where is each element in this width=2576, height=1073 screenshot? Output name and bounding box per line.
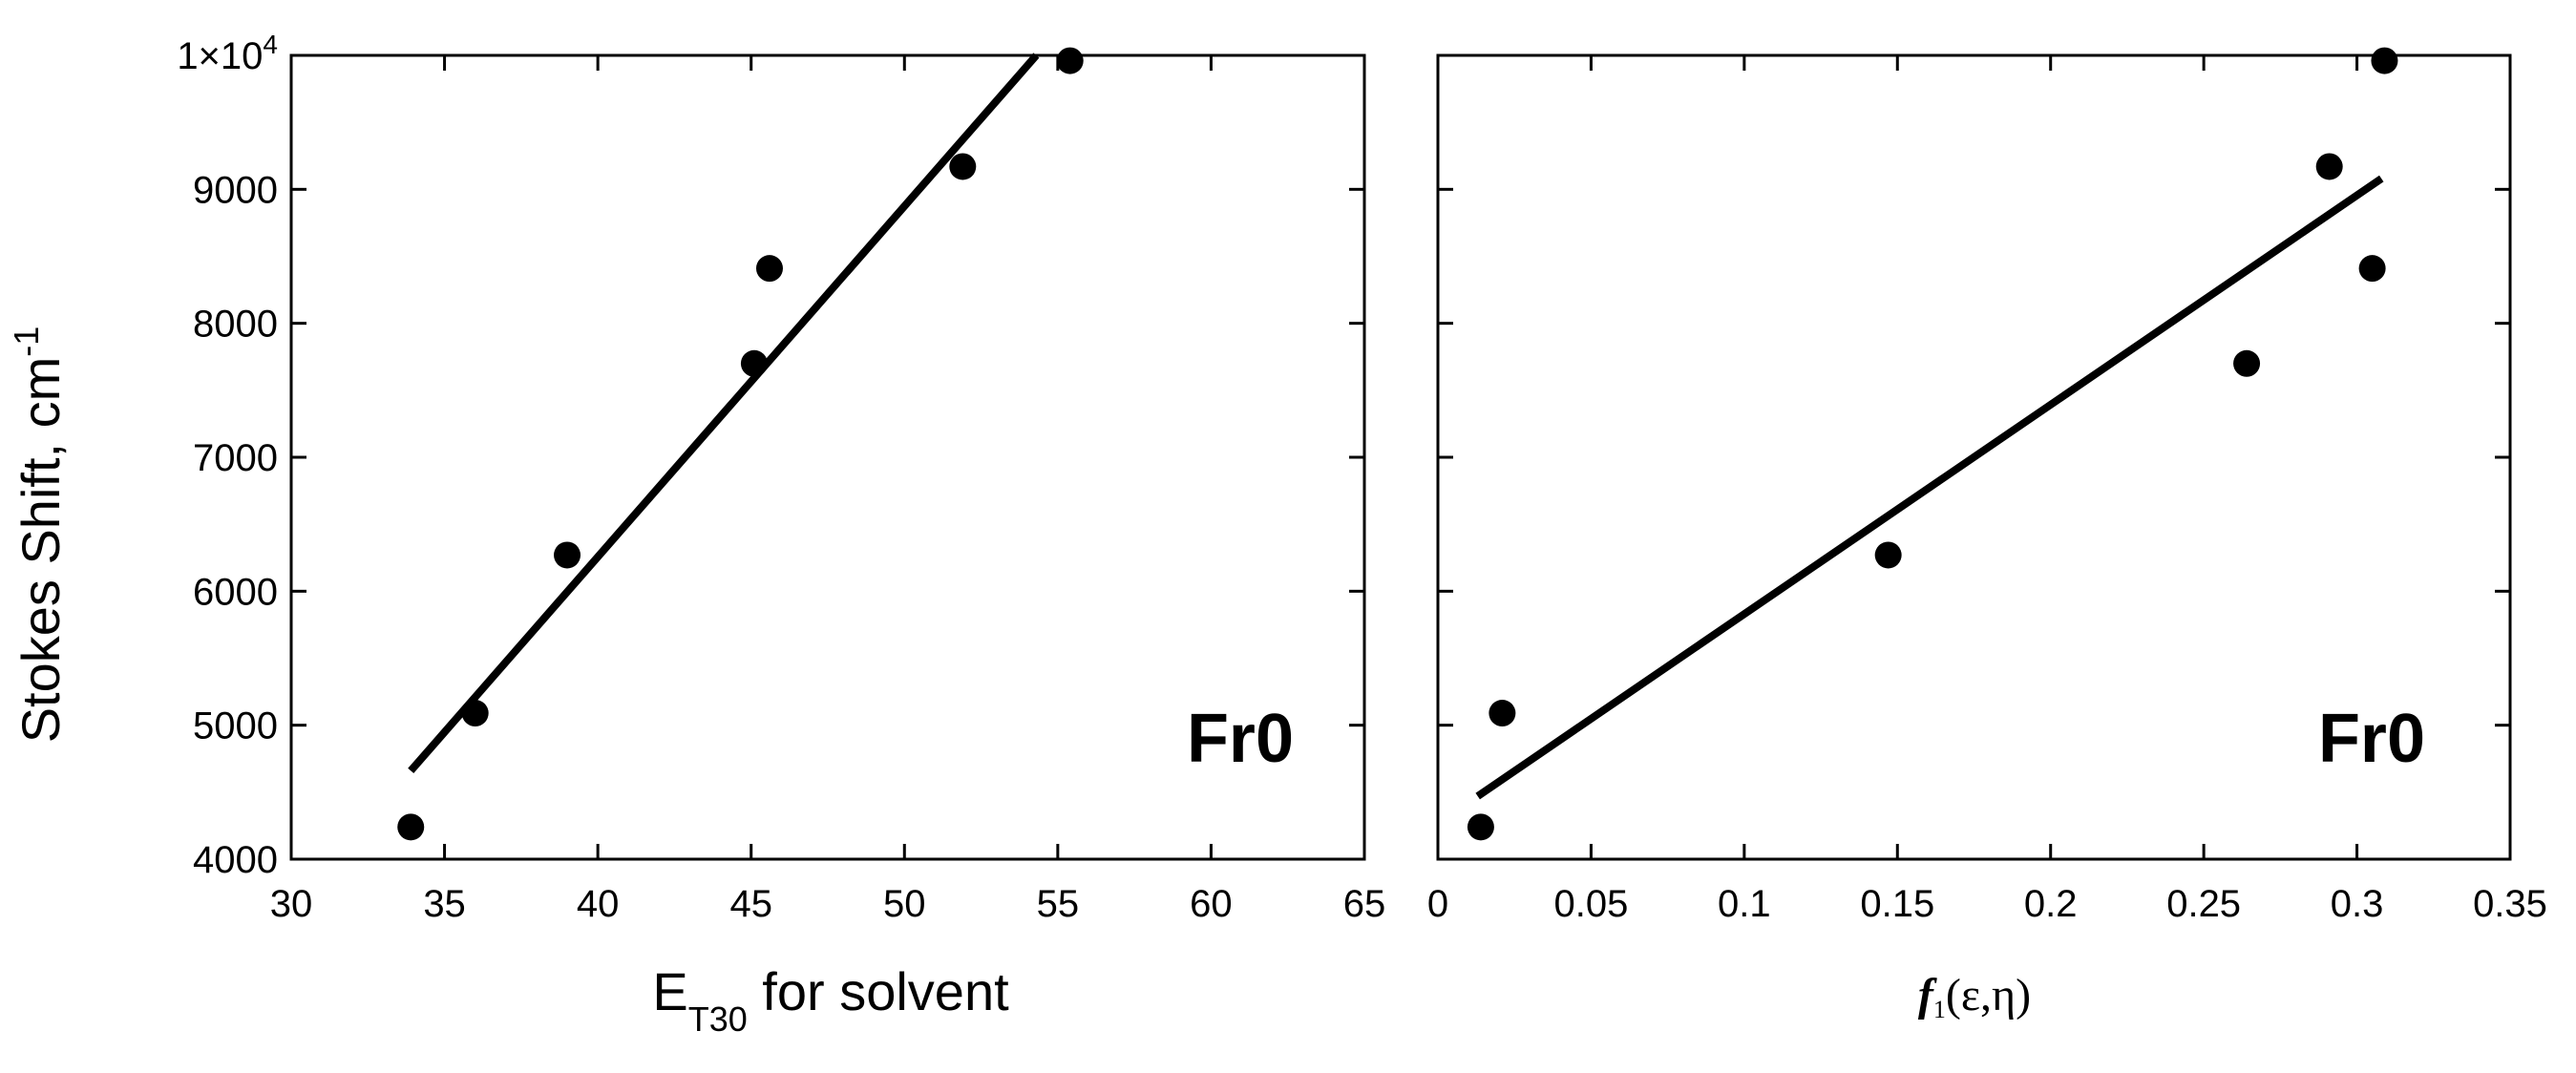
right-data-point [1874,541,1902,569]
left-data-point [740,349,768,377]
left-data-point [949,153,977,180]
left-x-tick-label: 65 [1343,883,1386,925]
right-x-tick-label: 0 [1427,883,1448,925]
left-chart-panel: 30 35 40 45 50 55 60 65 4000 5000 6000 7000 8000 900… [177,30,1385,1039]
right-data-point [2358,255,2386,283]
left-x-tick-label: 60 [1190,883,1233,925]
right-data-point [1489,700,1516,727]
left-data-points [397,47,1084,841]
left-y-tick-label: 5000 [193,705,278,747]
right-x-tick-label: 0.2 [2024,883,2078,925]
left-x-tick-label: 50 [883,883,926,925]
left-y-tick-labels: 4000 5000 6000 7000 8000 9000 [193,169,278,881]
left-x-tick-labels: 30 35 40 45 50 55 60 65 [270,883,1386,925]
left-data-point [461,700,489,727]
right-x-tick-label: 0.05 [1553,883,1628,925]
right-x-tick-label: 0.35 [2473,883,2547,925]
right-x-tick-labels: 0 0.05 0.1 0.15 0.2 0.25 0.3 0.35 [1427,883,2547,925]
left-y-tick-label: 7000 [193,437,278,479]
left-y-tick-label: 4000 [193,839,278,881]
y-axis-title: Stokes Shift, cm-1 [7,326,71,744]
right-panel-label: Fr0 [2318,701,2425,777]
left-x-tick-label: 30 [270,883,313,925]
left-y-tick-label: 6000 [193,571,278,613]
right-x-tick-label: 0.15 [1860,883,1934,925]
left-data-point [1056,47,1084,74]
right-data-point [2371,47,2398,74]
left-y-tick-label: 9000 [193,169,278,211]
left-x-axis-title: ET30 for solvent [652,961,1009,1039]
right-data-point [1467,813,1494,841]
left-data-point [755,255,783,283]
right-x-axis-title: f1(ε,η) [1918,970,2031,1023]
left-y-top-tick-label: 1×104 [177,30,278,77]
right-chart-panel: 0 0.05 0.1 0.15 0.2 0.25 0.3 0.35 Fr0 f1(ε,η) [1427,47,2547,1023]
left-data-point [554,541,581,569]
right-x-tick-label: 0.25 [2166,883,2241,925]
left-x-tick-label: 55 [1037,883,1080,925]
right-x-tick-label: 0.3 [2331,883,2384,925]
right-x-tick-label: 0.1 [1718,883,1771,925]
left-y-tick-label: 8000 [193,304,278,346]
right-axis-ticks [1436,53,2512,861]
left-x-tick-label: 35 [423,883,466,925]
left-panel-label: Fr0 [1187,701,1294,777]
left-x-tick-label: 40 [577,883,620,925]
left-data-point [397,813,425,841]
left-x-tick-label: 45 [729,883,772,925]
right-data-point [2315,153,2343,180]
right-data-point [2233,349,2261,377]
right-fit-line [1475,175,2384,800]
right-data-points [1467,47,2398,841]
left-fit-line [408,53,1040,774]
